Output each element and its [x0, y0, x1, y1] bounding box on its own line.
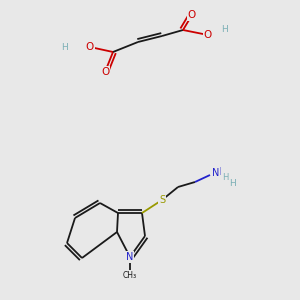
Text: O: O [204, 30, 212, 40]
Text: H: H [61, 43, 68, 52]
Text: O: O [188, 10, 196, 20]
Text: H: H [222, 26, 228, 34]
Text: H: H [230, 178, 236, 188]
Text: O: O [101, 67, 109, 77]
Text: H: H [222, 172, 228, 182]
Text: S: S [159, 195, 165, 205]
Text: N: N [126, 252, 134, 262]
Text: O: O [86, 42, 94, 52]
Text: CH₃: CH₃ [123, 271, 137, 280]
Text: N: N [214, 167, 222, 177]
Text: N: N [212, 168, 220, 178]
